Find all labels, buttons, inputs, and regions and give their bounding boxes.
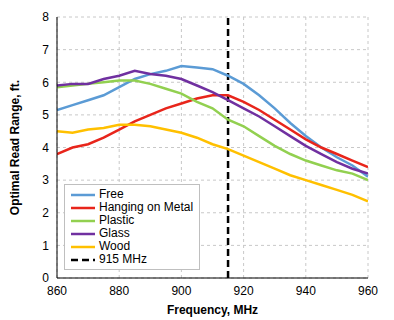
svg-text:4: 4 <box>42 141 49 155</box>
svg-text:2: 2 <box>42 206 49 220</box>
html-text:Wood: Wood <box>99 239 131 253</box>
svg-text:900: 900 <box>171 284 191 298</box>
html-text:Plastic: Plastic <box>99 213 135 227</box>
svg-text:6: 6 <box>42 76 49 90</box>
svg-text:5: 5 <box>42 108 49 122</box>
svg-text:880: 880 <box>109 284 129 298</box>
svg-text:920: 920 <box>234 284 254 298</box>
svg-text:1: 1 <box>42 239 49 253</box>
svg-text:8: 8 <box>42 10 49 24</box>
svg-text:940: 940 <box>296 284 316 298</box>
html-text:Hanging on Metal: Hanging on Metal <box>99 200 194 214</box>
svg-text:860: 860 <box>47 284 67 298</box>
svg-text:Frequency, MHz: Frequency, MHz <box>167 303 258 317</box>
svg-text:0: 0 <box>42 271 49 285</box>
svg-text:3: 3 <box>42 173 49 187</box>
svg-text:Optimal Read Range, ft.: Optimal Read Range, ft. <box>8 80 22 215</box>
html-text:Glass: Glass <box>99 226 130 240</box>
svg-text:7: 7 <box>42 43 49 57</box>
html-text:915 MHz: 915 MHz <box>99 252 147 266</box>
html-text:Free: Free <box>99 187 124 201</box>
svg-text:960: 960 <box>358 284 378 298</box>
